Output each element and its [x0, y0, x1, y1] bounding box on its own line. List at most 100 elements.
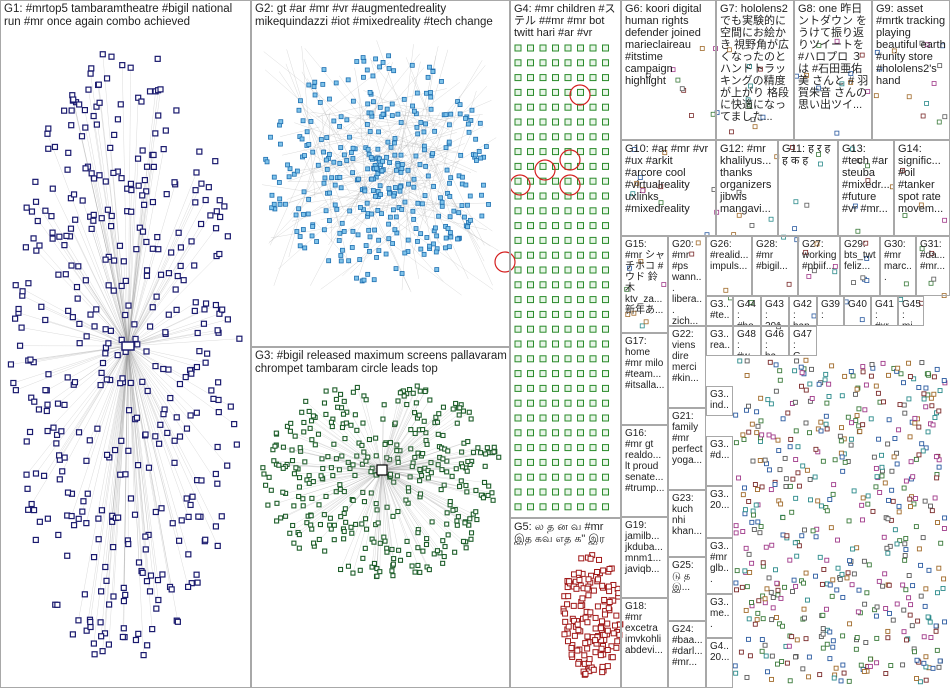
g3-node	[301, 419, 307, 426]
g2-node	[439, 78, 444, 84]
small-group-node	[913, 496, 919, 501]
g3-edge	[381, 469, 467, 548]
group-box-g42: G42: hap...	[789, 296, 817, 326]
small-group-node	[917, 679, 923, 685]
g2-node	[468, 118, 474, 123]
g2-node	[268, 134, 273, 140]
g1-node	[125, 447, 132, 454]
small-group-node	[762, 596, 768, 602]
g2-node	[336, 238, 342, 243]
g1-node	[84, 490, 91, 497]
g1-node	[145, 464, 153, 471]
g2-node	[414, 124, 420, 130]
g2-node	[473, 136, 479, 142]
g1-node	[105, 340, 112, 347]
edge	[127, 338, 240, 347]
g3-node	[328, 526, 334, 532]
small-group-node	[921, 396, 927, 402]
g2-node	[271, 201, 277, 207]
edge	[127, 67, 131, 347]
g1-node	[198, 180, 205, 187]
g2-node	[474, 158, 479, 163]
small-group-node	[892, 527, 898, 533]
small-group-node	[863, 382, 869, 388]
group-label-g19: G19: jamilb... jkduba... mnm1... javiqb.…	[625, 520, 666, 575]
small-group-node	[773, 615, 779, 620]
g1-node	[90, 175, 98, 182]
small-group-node	[804, 467, 810, 473]
small-group-node	[733, 530, 739, 536]
g2-node	[462, 214, 467, 220]
small-group-node	[897, 402, 903, 408]
small-group-node	[789, 509, 795, 515]
g1-node	[95, 536, 102, 543]
small-group-node	[931, 391, 937, 397]
g1-node	[164, 429, 171, 437]
small-group-node	[941, 526, 947, 531]
group-label-g15: G15: #mr シャチホコ #ウド 鈴木 ktv_za... 新年あ...	[625, 239, 666, 316]
g1-node	[127, 180, 135, 187]
group-label-g26: G26: #realid... impuls...	[710, 239, 752, 272]
g1-node	[75, 263, 82, 270]
g1-node	[28, 208, 36, 215]
g2-edge	[320, 199, 444, 290]
g1-node	[127, 64, 134, 71]
small-group-node	[854, 635, 860, 640]
small-group-node	[775, 661, 780, 667]
small-group-node	[753, 502, 759, 508]
g2-node	[422, 193, 428, 198]
g2-edge	[419, 153, 472, 173]
g2-edge	[411, 120, 485, 262]
group-label-g5: G5: ல த ன வ #mr இத கவ எத க" இர	[514, 521, 607, 545]
small-group-node	[861, 558, 867, 564]
small-group-node	[793, 428, 799, 434]
g1-node	[143, 348, 150, 355]
g1-node	[131, 511, 139, 518]
g2-node	[294, 229, 300, 234]
g2-node	[302, 245, 308, 251]
g1-node	[107, 327, 114, 334]
g2-node	[390, 241, 396, 246]
g1-node	[210, 395, 217, 402]
group-box-g7: G7: hololens2 でも実験的に空間にお絵かき 視野角が広くなったのとハ…	[716, 0, 794, 140]
small-group-node	[826, 381, 832, 387]
small-group-node	[914, 657, 920, 663]
small-group-node	[894, 541, 900, 547]
g2-node	[389, 101, 395, 107]
g1-node	[32, 536, 39, 544]
g3-node	[408, 427, 414, 433]
group-label-g17: G17: home #mr milo #team... #itsalla...	[625, 336, 667, 391]
g2-node	[372, 227, 377, 233]
g1-node	[154, 55, 161, 62]
small-group-node	[942, 619, 948, 625]
small-group-node	[803, 570, 809, 576]
g3-node	[327, 515, 333, 521]
g2-node	[433, 225, 438, 231]
group-label-g4: G4: #mr children #ステル ##mr #mr bot twitt…	[514, 3, 616, 39]
g1-node	[68, 262, 75, 269]
group-box-g44: G44: #ho...	[733, 296, 761, 326]
g2-node	[362, 188, 368, 194]
small-group-node	[824, 426, 830, 432]
small-group-node	[744, 674, 750, 680]
edge	[127, 304, 216, 347]
small-group-node	[918, 562, 924, 568]
g2-node	[309, 233, 315, 239]
g2-edge	[387, 108, 411, 191]
small-group-node	[919, 360, 925, 366]
small-group-node	[912, 420, 918, 426]
small-group-node	[896, 503, 902, 509]
small-group-node	[868, 373, 874, 379]
edge	[64, 245, 129, 347]
g2-node	[338, 114, 344, 120]
g1-node	[193, 571, 200, 578]
g1-node	[107, 144, 114, 151]
g1-node	[202, 359, 209, 366]
g2-node	[386, 186, 392, 191]
g1-node	[215, 379, 222, 386]
g2-node	[369, 211, 374, 217]
small-group-node	[769, 617, 775, 623]
g2-edge	[327, 131, 373, 136]
g1-node	[105, 282, 112, 289]
g3-edge	[381, 403, 456, 471]
